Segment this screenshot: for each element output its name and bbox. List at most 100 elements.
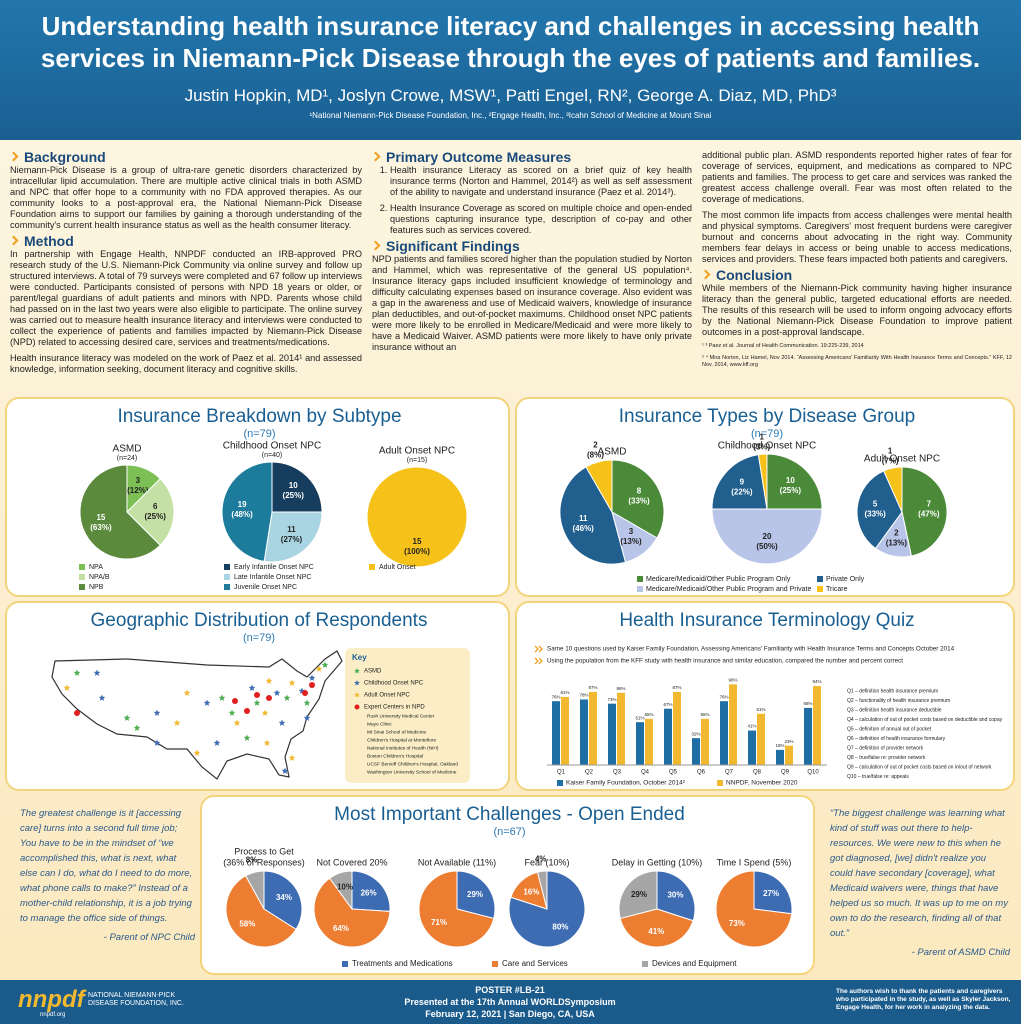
paragraph: The most common life impacts from access… xyxy=(702,210,1012,264)
data-label: 41% xyxy=(747,724,756,729)
data-label: 87% xyxy=(588,685,597,690)
data-label: (22%) xyxy=(731,488,753,497)
pie-slice xyxy=(328,870,353,911)
data-label: 9 xyxy=(740,478,745,487)
pie-slice xyxy=(263,511,323,563)
marker xyxy=(228,709,236,716)
data-label: 10 xyxy=(786,476,795,485)
data-label: 26% xyxy=(361,889,377,898)
question: Q10 – true/false re: appeals xyxy=(847,774,909,780)
column-2: Primary Outcome Measures Health insuranc… xyxy=(372,150,692,392)
data-label: 61% xyxy=(756,707,765,712)
x-tick-label: Q6 xyxy=(697,770,706,776)
legend-swatch xyxy=(817,576,823,582)
legend-label: Early Infantile Onset NPC xyxy=(234,564,314,571)
paragraph: NPD patients and families scored higher … xyxy=(372,254,692,352)
data-label: (7%) xyxy=(882,456,899,465)
center-name: National Institutes of Health (NIH) xyxy=(367,745,439,751)
map-panel: Geographic Distribution of Respondents(n… xyxy=(5,601,510,791)
bar xyxy=(776,749,784,765)
key-label: Expert Centers in NPD xyxy=(364,705,425,711)
reference: ² ⁴ Mira Norton, Liz Hamel, Nov 2014. “A… xyxy=(702,355,1012,368)
bar xyxy=(757,713,765,765)
data-label: (33%) xyxy=(864,509,886,518)
list: Health insurance Literacy as scored on a… xyxy=(372,165,692,236)
center-name: Rush University Medical Center xyxy=(367,713,435,719)
footer: nnpdf NATIONAL NIEMANN-PICK DISEASE FOUN… xyxy=(0,980,1021,1024)
list-item: Health insurance Literacy as scored on a… xyxy=(390,165,692,198)
marker xyxy=(281,767,289,774)
x-tick-label: Q3 xyxy=(613,770,622,776)
marker xyxy=(308,674,316,681)
center-name: Washington University School of Medicine xyxy=(367,769,457,775)
bar xyxy=(692,738,700,765)
x-tick-label: Q8 xyxy=(753,770,762,776)
center-name: UCSF Benioff Children's Hospital, Oaklan… xyxy=(367,761,458,767)
legend-swatch xyxy=(224,564,230,570)
legend-swatch xyxy=(224,584,230,590)
marker xyxy=(315,665,323,672)
acknowledgement: The authors wish to thank the patients a… xyxy=(836,988,1011,1011)
pie-title: Not Available (11%) xyxy=(418,857,496,867)
data-label: 16% xyxy=(523,887,539,896)
data-label: 20 xyxy=(763,532,772,541)
authors: Justin Hopkin, MD¹, Joslyn Crowe, MSW¹, … xyxy=(184,86,837,105)
legend-label: Tricare xyxy=(826,586,848,593)
data-label: 10 xyxy=(289,481,298,490)
marker xyxy=(253,699,261,706)
event: Presented at the 17th Annual WORLDSympos… xyxy=(404,997,616,1007)
legend-label: NPB xyxy=(89,584,104,591)
bar xyxy=(748,730,756,765)
question: Q2 – functionality of health insurance p… xyxy=(847,698,950,704)
paragraph: While members of the Niemann-Pick commun… xyxy=(702,283,1012,337)
title: Understanding health insurance literacy … xyxy=(40,11,981,73)
data-label: 29% xyxy=(467,890,483,899)
key-label: ASMD xyxy=(364,669,382,675)
pie-slice xyxy=(225,875,297,948)
quote-attribution: - Parent of ASMD Child xyxy=(911,947,1010,958)
question: Q4 – calculation of out of pocket costs … xyxy=(847,717,1003,723)
data-label: (33%) xyxy=(628,497,650,506)
data-label: 18% xyxy=(775,743,784,748)
data-label: 41% xyxy=(648,927,664,936)
pie-slice xyxy=(656,870,696,922)
marker xyxy=(98,694,106,701)
heading: Method xyxy=(10,234,362,248)
data-label: 27% xyxy=(763,889,779,898)
marker xyxy=(263,739,271,746)
pie-title: ASMD xyxy=(598,447,627,458)
marker xyxy=(354,680,360,686)
bullet xyxy=(534,657,543,665)
paragraph: Health insurance literacy was modeled on… xyxy=(10,353,362,374)
question: Q7 – definition of provider network xyxy=(847,745,924,751)
x-tick-label: Q10 xyxy=(807,770,819,776)
marker xyxy=(248,684,256,691)
data-label: 1 xyxy=(888,446,893,455)
pie-slice xyxy=(711,454,768,510)
heading: Significant Findings xyxy=(372,239,692,253)
legend-swatch xyxy=(637,586,643,592)
heading: Conclusion xyxy=(702,268,1012,282)
pie-title: Process to Get xyxy=(234,846,294,856)
data-label: 55% xyxy=(644,712,653,717)
poster-number: POSTER #LB-21 xyxy=(475,985,545,995)
legend-swatch xyxy=(79,584,85,590)
data-label: 32% xyxy=(691,731,700,736)
bar xyxy=(617,692,625,765)
pie-slice xyxy=(559,466,627,565)
legend-swatch xyxy=(637,576,643,582)
data-label: 29% xyxy=(631,890,647,899)
question: Q8 – true/false re: provider network xyxy=(847,755,926,761)
pie-title: ASMD xyxy=(113,444,142,455)
pie-slice xyxy=(757,453,768,510)
marker xyxy=(123,714,131,721)
pie-slice xyxy=(753,870,793,915)
paragraph: In partnership with Engage Health, NNPDF… xyxy=(10,249,362,347)
legend-swatch xyxy=(557,780,563,786)
marker xyxy=(183,689,191,696)
question: Q9 – calculation of out of pocket costs … xyxy=(847,764,992,770)
bar xyxy=(785,745,793,765)
quote-attribution: - Parent of NPC Child xyxy=(103,932,195,943)
data-label: 23% xyxy=(784,739,793,744)
data-label: 6 xyxy=(153,502,158,511)
